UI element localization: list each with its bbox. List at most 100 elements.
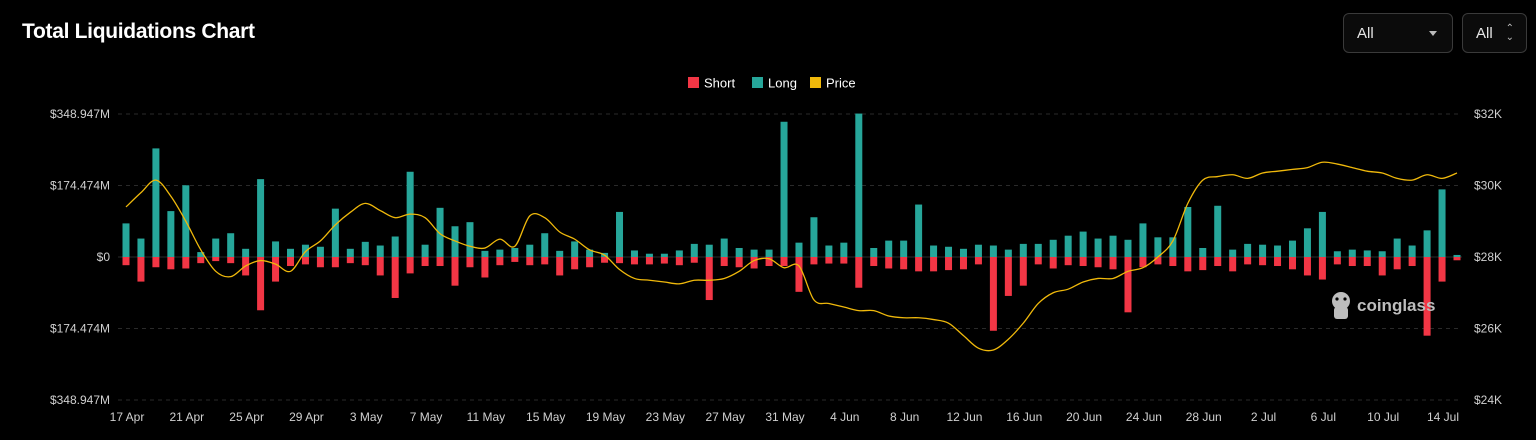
long-bar [1049,239,1057,257]
exchange-select[interactable]: All [1343,13,1453,53]
short-bar [885,257,893,269]
short-bar [451,257,459,286]
short-bar [361,257,369,266]
long-bar [1363,250,1371,257]
legend-swatch-price [810,77,821,88]
short-bar [1109,257,1117,270]
long-bar [287,248,295,257]
long-bar [421,244,429,257]
short-bar [1453,257,1461,261]
long-bar [1199,247,1207,257]
short-bar [780,257,788,267]
short-bar [840,257,848,264]
long-bar [1019,243,1027,257]
price-line [125,161,1458,352]
long-bar [272,241,280,257]
short-bar [720,257,728,267]
long-bar [451,226,459,257]
short-bar [391,257,399,298]
long-bar [137,238,145,257]
x-axis-tick-label: 4 Jun [830,410,859,424]
up-down-chevron-icon: ⌃ ⌄ [1505,23,1514,43]
short-bar [511,257,519,262]
long-bar [511,247,519,257]
long-bar [660,253,668,257]
right-axis-tick-label: $24K [1474,393,1502,407]
short-bar [945,257,953,271]
long-bar [1004,249,1012,257]
long-bar [1229,249,1237,257]
long-bar [376,245,384,257]
watermark-text: coinglass [1357,296,1435,315]
short-bar [1094,257,1102,268]
long-bar [526,244,534,257]
short-bar [167,257,175,270]
short-bar [1229,257,1237,272]
short-bar [137,257,145,282]
long-bar [1094,238,1102,257]
left-axis-tick-label: $174.474M [50,322,110,336]
short-bar [1064,257,1072,266]
short-bar [974,257,982,265]
price-line-layer [125,161,1458,352]
long-bar [1438,189,1446,257]
short-bar [1124,257,1132,313]
short-bar [287,257,295,267]
legend-swatch-short [688,77,699,88]
long-bar [1079,231,1087,257]
page-title: Total Liquidations Chart [22,20,255,43]
long-bar [780,121,788,258]
right-y-axis: $32K $30K $28K $26K $24K [1474,107,1502,407]
long-bar [1169,237,1177,257]
long-bar [1453,254,1461,257]
long-bar [331,208,339,257]
short-bar [496,257,504,266]
short-bar [481,257,489,278]
x-axis-tick-label: 19 May [586,410,625,424]
long-bar [945,246,953,257]
short-bar [182,257,190,269]
long-bar [915,204,923,257]
short-bar [436,257,444,267]
watermark: coinglass [1332,292,1435,319]
long-bar [1318,211,1326,257]
long-bar [675,250,683,257]
short-bar [630,257,638,265]
short-bar [301,257,309,265]
long-bar [197,252,205,257]
long-bar [586,249,594,257]
chart-bars [122,113,1461,336]
long-bar [616,211,624,257]
long-bar [571,241,579,257]
short-bar [227,257,235,264]
long-bar [855,113,863,257]
x-axis-tick-label: 31 May [765,410,804,424]
long-bar [556,250,564,257]
short-bar [1214,257,1222,267]
left-axis-tick-label: $174.474M [50,179,110,193]
short-bar [1244,257,1252,265]
short-bar [1079,257,1087,267]
short-bar [197,257,205,264]
short-bar [257,257,265,311]
long-bar [346,248,354,257]
short-bar [1034,257,1042,265]
left-axis-tick-label: $0 [97,250,111,264]
x-axis-tick-label: 11 May [467,410,505,424]
x-axis-tick-label: 27 May [706,410,745,424]
long-bar [122,223,130,257]
short-bar [1199,257,1207,271]
chevron-down-icon [1429,31,1437,36]
short-bar [855,257,863,288]
short-bar [406,257,414,274]
long-bar [212,238,220,257]
x-axis-tick-label: 24 Jun [1126,410,1162,424]
long-bar [1274,245,1282,257]
right-axis-tick-label: $26K [1474,322,1502,336]
short-bar [1259,257,1267,266]
long-bar [541,233,549,257]
x-axis-tick-label: 7 May [410,410,443,424]
range-select[interactable]: All ⌃ ⌄ [1462,13,1527,53]
short-bar [750,257,758,269]
